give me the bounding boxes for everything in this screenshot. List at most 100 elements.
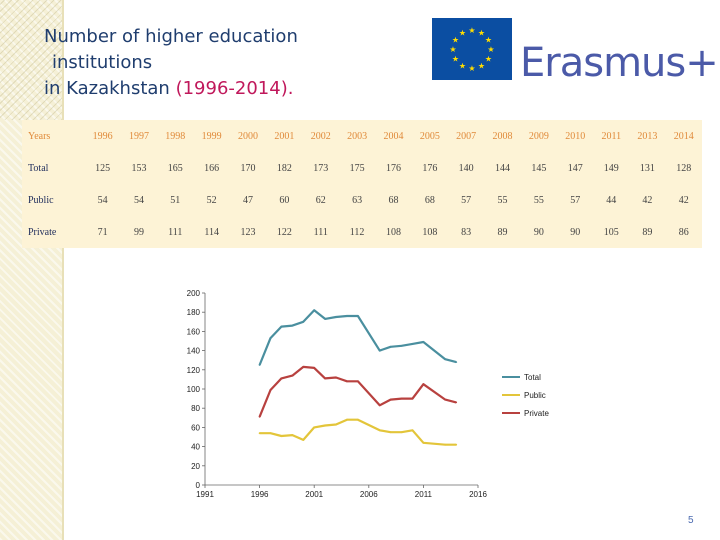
data-point bbox=[346, 380, 348, 383]
institutions-table: Years 1996 1997 1998 1999 2000 2001 2002 2003 200… bbox=[22, 120, 702, 248]
data-point bbox=[280, 435, 283, 437]
data-point bbox=[400, 344, 403, 347]
table-cell: 175 bbox=[349, 162, 365, 174]
table-cell: 51 bbox=[170, 194, 181, 206]
table-cell: 114 bbox=[204, 226, 219, 238]
table-cell: 60 bbox=[279, 194, 290, 206]
table-cell: 52 bbox=[206, 194, 217, 206]
left-decor-band bbox=[0, 0, 62, 540]
table-cell: 128 bbox=[676, 162, 692, 174]
legend-label-total: Total bbox=[524, 373, 541, 382]
data-point bbox=[444, 398, 447, 401]
eu-flag-star-icon: ★ bbox=[459, 29, 466, 38]
table-cell: 2011 bbox=[601, 130, 622, 142]
y-tick-label: 0 bbox=[196, 481, 201, 490]
table-cell: 55 bbox=[533, 194, 544, 206]
data-point bbox=[444, 443, 447, 446]
title-line-3-main: in Kazakhstan bbox=[44, 78, 170, 99]
data-point bbox=[291, 324, 294, 327]
data-point bbox=[302, 439, 305, 441]
data-point bbox=[335, 376, 337, 379]
data-point bbox=[346, 418, 348, 421]
table-cell: 1997 bbox=[128, 130, 149, 142]
table-cell: 176 bbox=[422, 162, 438, 174]
y-tick-label: 80 bbox=[191, 404, 200, 413]
table-header-row: Years 1996 1997 1998 1999 2000 2001 2002 2003 200… bbox=[22, 120, 702, 152]
data-point bbox=[357, 380, 359, 383]
table-cell: 2002 bbox=[310, 130, 331, 142]
eu-flag-background bbox=[432, 18, 512, 80]
data-point bbox=[324, 424, 326, 427]
table-cell: 90 bbox=[533, 226, 544, 238]
data-point bbox=[324, 377, 326, 380]
table-cell: 42 bbox=[678, 194, 689, 206]
table-cell: 1999 bbox=[201, 130, 222, 142]
y-tick-label: 200 bbox=[187, 289, 201, 298]
table-cell: 54 bbox=[97, 194, 108, 206]
slide-title: Number of higher education institutions … bbox=[44, 24, 384, 102]
table-cell: 2009 bbox=[528, 130, 549, 142]
data-point bbox=[291, 374, 294, 377]
y-tick-label: 160 bbox=[187, 327, 201, 336]
x-tick-label: 2011 bbox=[415, 490, 433, 499]
data-point bbox=[422, 383, 425, 386]
table-cell: 62 bbox=[315, 194, 326, 206]
data-point bbox=[335, 316, 337, 318]
eu-flag-star-icon: ★ bbox=[478, 29, 485, 38]
data-point bbox=[378, 404, 381, 407]
y-tick-label: 120 bbox=[187, 366, 201, 375]
data-point bbox=[302, 366, 305, 368]
data-point bbox=[357, 418, 359, 421]
y-tick-label: 180 bbox=[187, 308, 201, 317]
table-cell: 145 bbox=[531, 162, 547, 174]
table-cell: 47 bbox=[243, 194, 254, 206]
data-point bbox=[455, 401, 458, 404]
table-cell: 2008 bbox=[492, 130, 513, 142]
data-point bbox=[455, 361, 458, 363]
data-point bbox=[313, 367, 316, 369]
table-cell: 108 bbox=[422, 226, 438, 238]
table-cell: 122 bbox=[276, 226, 292, 238]
table-cell: 2014 bbox=[673, 130, 694, 142]
data-point bbox=[444, 358, 447, 361]
data-point bbox=[455, 443, 458, 446]
y-tick-label: 20 bbox=[191, 462, 200, 471]
title-line-3: in Kazakhstan (1996-2014). bbox=[44, 76, 384, 102]
eu-flag-star-icon: ★ bbox=[487, 45, 494, 54]
table-row-label: Years bbox=[28, 130, 51, 142]
series-line-total bbox=[258, 309, 457, 366]
data-point bbox=[313, 426, 316, 429]
data-point bbox=[378, 429, 381, 432]
x-tick-label: 2001 bbox=[305, 490, 323, 499]
series-line-public bbox=[259, 418, 457, 446]
data-point bbox=[258, 364, 261, 366]
x-tick-label: 1991 bbox=[196, 490, 214, 499]
table-cell: 90 bbox=[570, 226, 581, 238]
table-row: Private 71 99 111 114 123 122 111 112 108 108 83 89 9… bbox=[22, 216, 702, 248]
table-cell: 105 bbox=[603, 226, 619, 238]
y-tick-label: 100 bbox=[187, 385, 201, 394]
table-cell: 182 bbox=[276, 162, 292, 174]
eu-flag-logo-icon: ★ ★★★★★★★★★★★ bbox=[432, 18, 512, 80]
left-decor-hatch bbox=[0, 0, 62, 120]
data-point bbox=[411, 343, 414, 345]
table-cell: 147 bbox=[567, 162, 583, 174]
data-point bbox=[411, 429, 414, 432]
table-cell: 2005 bbox=[419, 130, 440, 142]
data-point bbox=[389, 345, 392, 348]
table-cell: 2010 bbox=[565, 130, 586, 142]
data-point bbox=[291, 434, 294, 436]
eu-flag-stars: ★ ★★★★★★★★★★★ bbox=[449, 26, 494, 73]
table-row-label: Total bbox=[28, 162, 49, 174]
data-point bbox=[389, 398, 392, 401]
data-point bbox=[280, 377, 283, 380]
data-point bbox=[258, 432, 261, 435]
table-cell: 57 bbox=[461, 194, 472, 206]
table-cell: 170 bbox=[240, 162, 256, 174]
series-line-private bbox=[258, 365, 457, 418]
table-cell: 153 bbox=[131, 162, 147, 174]
table-cell: 86 bbox=[678, 226, 689, 238]
table-cell: 55 bbox=[497, 194, 508, 206]
y-tick-label: 40 bbox=[191, 443, 200, 452]
title-line-2: institutions bbox=[52, 52, 153, 73]
